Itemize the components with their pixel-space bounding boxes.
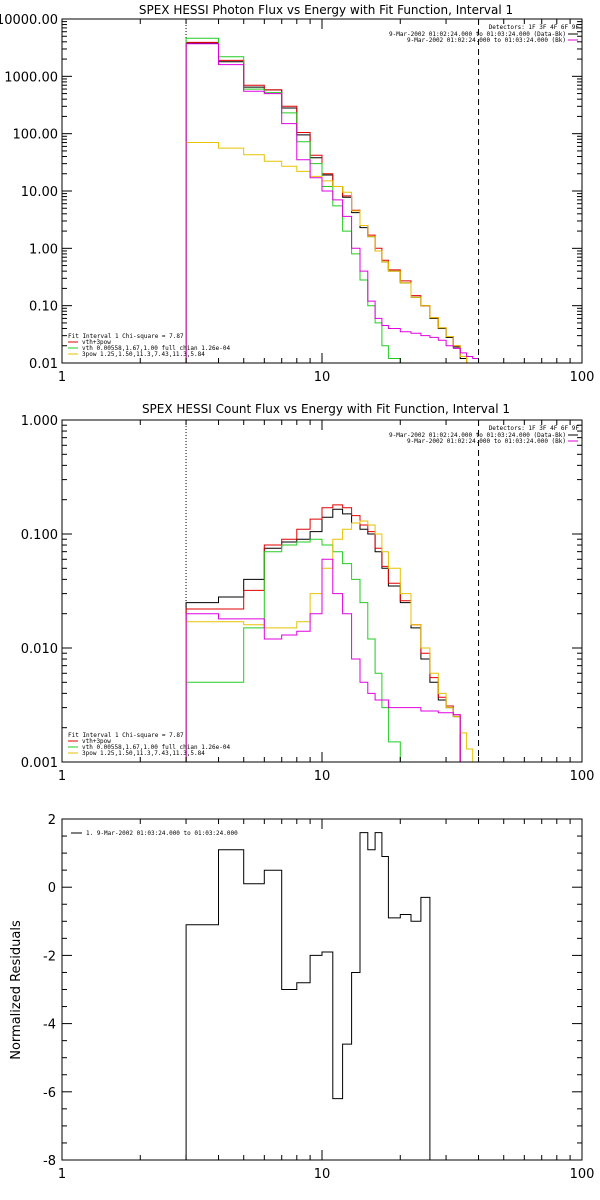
legend-entry: 9-Mar-2002 01:02:24.000 to 01:03:24.000 …: [389, 432, 566, 439]
series-line: [185, 42, 468, 363]
x-tick-label: 100: [570, 769, 595, 784]
legend-entry: 3pow 1.25,1.50,11.3,7.43,11.3,5.84: [82, 750, 205, 757]
legend-detectors: Detectors: 1F 3F 4F 6F 9F: [489, 425, 580, 432]
legend-entry: 9-Mar-2002 01:02:24.000 to 01:03:24.000 …: [389, 31, 566, 38]
legend-entry: 3pow 1.25,1.50,11.3,7.43,11.3,5.84: [82, 351, 205, 358]
chart-title: SPEX HESSI Photon Flux vs Energy with Fi…: [139, 3, 513, 17]
legend-entry: Fit Interval 1 Chi-square = 7.87: [68, 333, 184, 340]
series-line: [185, 43, 479, 363]
y-tick-label: 100.00: [13, 128, 59, 143]
x-tick-label: 1: [58, 1167, 66, 1182]
legend-entry: 1. 9-Mar-2002 01:03:24.000 to 01:03:24.0…: [86, 830, 238, 837]
plot-area: [185, 832, 431, 1160]
legend-entry: vth+3pow: [82, 738, 111, 745]
y-tick-label: -8: [43, 1154, 56, 1169]
y-tick-label: 0.100: [21, 528, 58, 543]
axis-ticks: 1 10 100 10000.00 1000.00 100.00 10.00 1.00 0.10…: [0, 13, 594, 385]
plot-frame: [61, 818, 583, 1161]
series-line: [185, 37, 401, 363]
y-tick-label: -6: [43, 1086, 56, 1101]
legend-entry: vth 0.00558,1.67,1.00 full chian 1.26e-0…: [82, 744, 230, 751]
legend: 1. 9-Mar-2002 01:03:24.000 to 01:03:24.0…: [71, 830, 238, 837]
legend-entry: Fit Interval 1 Chi-square = 7.87: [68, 732, 184, 739]
y-tick-label: 0: [48, 881, 56, 896]
plot-area: [185, 420, 480, 762]
photon-flux-panel: SPEX HESSI Photon Flux vs Energy with Fi…: [0, 3, 594, 385]
x-tick-label: 100: [570, 1167, 595, 1182]
series-line: [185, 41, 468, 363]
y-tick-label: 0.10: [29, 300, 58, 315]
axis-ticks: 1 10 100 2 0 -2 -4 -6 -8: [43, 813, 594, 1182]
y-tick-label: 10.00: [21, 185, 58, 200]
y-axis-label: Normalized Residuals: [9, 920, 24, 1060]
series-line: [185, 558, 461, 762]
y-tick-label: 0.01: [29, 357, 58, 372]
y-tick-label: 1000.00: [4, 70, 58, 85]
series-line: [185, 832, 431, 1160]
x-tick-label: 10: [314, 1167, 331, 1182]
y-tick-label: 1.000: [21, 414, 58, 429]
y-tick-label: 0.010: [21, 642, 58, 657]
legend: Detectors: 1F 3F 4F 6F 9F9-Mar-2002 01:0…: [68, 24, 579, 358]
x-tick-label: 10: [314, 370, 331, 385]
legend-entry: vth 0.00558,1.67,1.00 full chian 1.26e-0…: [82, 345, 230, 352]
chart-title: SPEX HESSI Count Flux vs Energy with Fit…: [142, 402, 510, 416]
y-tick-label: 10000.00: [0, 13, 58, 28]
series-line: [185, 538, 412, 762]
y-tick-label: 1.00: [29, 242, 58, 257]
count-flux-panel: SPEX HESSI Count Flux vs Energy with Fit…: [21, 402, 595, 784]
series-line: [185, 142, 468, 363]
legend-entry: 9-Mar-2002 01:02:24.000 to 01:03:24.000 …: [407, 37, 566, 44]
legend-detectors: Detectors: 1F 3F 4F 6F 9F: [489, 24, 580, 31]
legend: Detectors: 1F 3F 4F 6F 9F9-Mar-2002 01:0…: [68, 425, 579, 757]
plot-area: [185, 19, 480, 363]
series-line: [185, 520, 474, 762]
x-tick-label: 1: [58, 769, 66, 784]
y-tick-label: 0.001: [21, 756, 58, 771]
x-tick-label: 1: [58, 370, 66, 385]
series-line: [185, 508, 461, 762]
x-tick-label: 100: [570, 370, 595, 385]
x-tick-label: 10: [314, 769, 331, 784]
axis-ticks: 1 10 100 1.000 0.100 0.010 0.001: [21, 414, 595, 784]
legend-entry: 9-Mar-2002 01:02:24.000 to 01:03:24.000 …: [407, 438, 566, 445]
y-tick-label: 2: [48, 813, 56, 828]
y-tick-label: -4: [43, 1018, 56, 1033]
legend-entry: vth+3pow: [82, 339, 111, 346]
y-tick-label: -2: [43, 949, 56, 964]
residuals-panel: Normalized Residuals 1 10 100 2 0 -2 -4 -6 -8 1.…: [9, 813, 594, 1182]
